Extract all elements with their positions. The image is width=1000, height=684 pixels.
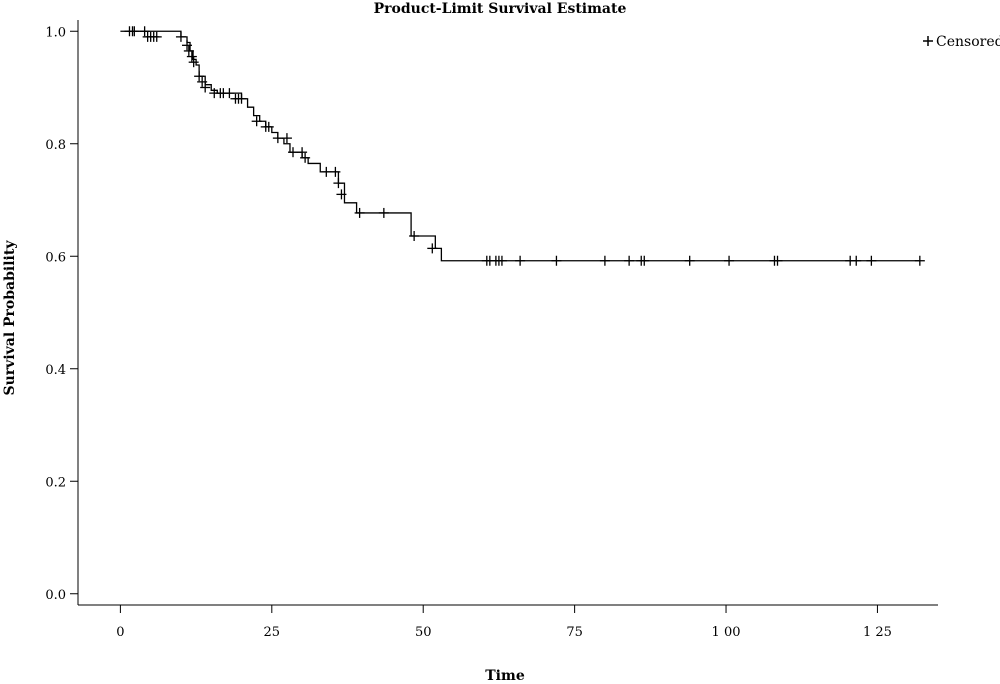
y-tick-label: 0.4 xyxy=(45,363,66,378)
censored-mark xyxy=(194,71,205,82)
censored-mark xyxy=(321,166,332,177)
censored-mark xyxy=(639,255,650,266)
censored-mark xyxy=(251,116,262,127)
censored-mark xyxy=(175,31,186,42)
censored-mark xyxy=(182,40,193,51)
y-tick-label: 0.0 xyxy=(45,588,66,603)
legend-label: Censored xyxy=(936,34,1000,50)
x-tick-label: 50 xyxy=(415,625,432,640)
censored-mark xyxy=(427,243,438,254)
censored-mark xyxy=(599,255,610,266)
plot-frame xyxy=(77,20,938,606)
x-tick-label: 0 xyxy=(116,625,124,640)
censored-mark xyxy=(330,166,341,177)
censored-mark xyxy=(224,88,235,99)
censored-mark xyxy=(624,255,635,266)
censored-legend-marker xyxy=(923,36,933,46)
censored-mark xyxy=(139,26,150,37)
censored-mark xyxy=(409,231,420,241)
censored-mark xyxy=(496,255,507,266)
x-tick-label: 25 xyxy=(264,625,281,640)
censored-mark xyxy=(772,255,783,266)
censored-mark xyxy=(188,57,199,68)
series-layer xyxy=(120,30,920,262)
censored-mark xyxy=(183,45,194,56)
censored-mark xyxy=(333,178,344,189)
censored-mark xyxy=(866,255,877,266)
y-tick-label: 0.6 xyxy=(45,250,66,265)
x-tick-label: 1 00 xyxy=(712,625,741,640)
censored-mark xyxy=(200,82,211,93)
x-axis: 0 25 50 75 1 00 1 25 xyxy=(116,605,892,640)
censored-mark xyxy=(300,152,311,163)
censored-mark xyxy=(378,207,389,218)
censored-mark xyxy=(129,26,140,37)
y-tick-label: 0.2 xyxy=(45,475,66,490)
censored-mark xyxy=(551,255,562,266)
censored-mark xyxy=(914,255,925,266)
censored-mark xyxy=(354,207,365,218)
legend: Censored xyxy=(923,34,1000,50)
x-tick-label: 75 xyxy=(566,625,583,640)
censored-mark xyxy=(281,133,292,144)
survival-step-line xyxy=(120,30,920,262)
censored-mark xyxy=(263,121,274,132)
censored-mark xyxy=(236,93,247,104)
censored-marks xyxy=(124,26,925,266)
censored-mark xyxy=(724,255,735,266)
censored-mark xyxy=(851,255,862,266)
censored-mark xyxy=(336,189,347,200)
censored-mark xyxy=(272,133,283,144)
censored-mark xyxy=(288,147,298,158)
censored-mark xyxy=(297,147,308,158)
y-axis: 0.0 0.2 0.4 0.6 0.8 1.0 xyxy=(45,25,78,603)
x-axis-label: Time xyxy=(485,668,525,684)
y-axis-label: Survival Probability xyxy=(2,240,18,396)
censored-mark xyxy=(186,51,197,62)
censored-mark xyxy=(151,31,162,42)
censored-mark xyxy=(197,76,208,87)
x-tick-label: 1 25 xyxy=(863,625,892,640)
censored-mark xyxy=(515,255,526,266)
y-tick-label: 0.8 xyxy=(45,138,66,153)
chart-title: Product-Limit Survival Estimate xyxy=(374,1,627,17)
censored-mark xyxy=(684,255,695,266)
y-tick-label: 1.0 xyxy=(45,25,66,40)
